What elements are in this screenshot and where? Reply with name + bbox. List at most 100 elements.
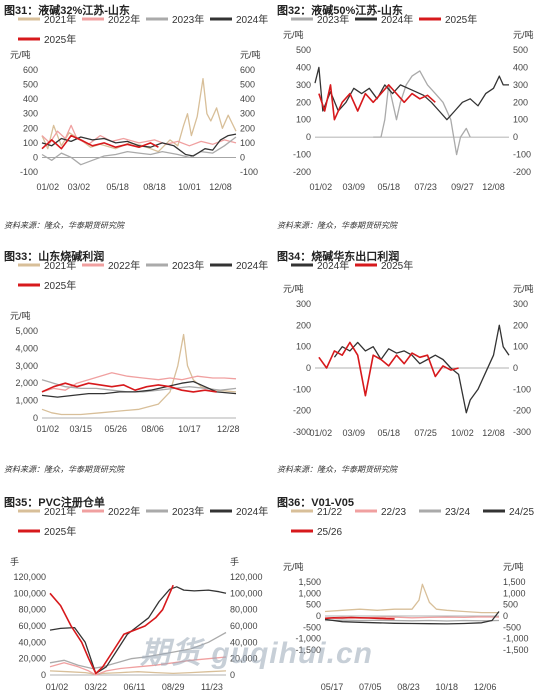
y-tick-label-right: 120,000 (230, 572, 263, 582)
y-tick-label-right: 100 (240, 138, 255, 148)
x-tick-label: 05/26 (104, 424, 127, 434)
y-tick-label: 600 (23, 65, 38, 75)
x-tick-label: 01/02 (310, 428, 333, 438)
y-tick-label: 100 (23, 138, 38, 148)
y-tick-label: 5,000 (15, 326, 38, 336)
series-line (324, 583, 499, 614)
y-tick-label-right: 1,500 (503, 577, 526, 587)
legend-label: 2021年 (44, 505, 76, 518)
y-tick-label-right: 100 (513, 115, 528, 125)
y-tick-label-right: 500 (513, 45, 528, 55)
y-axis-unit-left: 元/吨 (283, 29, 304, 40)
chart-panel-p3: 2021年 2022年 2023年 2024年 2025年 元/吨 0 1,000 2,000 3… (0, 246, 273, 478)
y-tick-label-right: -1,500 (503, 645, 529, 655)
legend-label: 2022年 (108, 13, 140, 26)
y-tick-label: 80,000 (18, 605, 46, 615)
series-line (41, 380, 237, 398)
y-tick-label-right: -100 (240, 167, 258, 177)
chart-title: 图34：烧碱华东出口利润 (277, 251, 400, 263)
x-tick-label: 12/08 (482, 428, 505, 438)
chart-title: 图35：PVC注册仓单 (4, 497, 105, 509)
x-tick-label: 10/17 (178, 424, 201, 434)
y-tick-label-right: 1,000 (503, 588, 526, 598)
legend-label: 2025年 (381, 259, 413, 272)
series-line (324, 611, 500, 625)
legend-label: 2021年 (44, 13, 76, 26)
series-line (41, 382, 217, 393)
chart-panel-p5: 2021年 2022年 2023年 2024年 2025年手 手 0 0 20,000 20,00… (0, 492, 273, 700)
y-tick-label-right: 0 (240, 152, 245, 162)
y-tick-label-right: 60,000 (230, 621, 258, 631)
series-line (41, 133, 237, 157)
series-line (49, 656, 227, 676)
legend-label: 2025年 (44, 279, 76, 292)
y-tick-label: -200 (293, 167, 311, 177)
series-line (49, 584, 174, 675)
y-axis-unit-right: 元/吨 (503, 561, 524, 572)
y-tick-label: 500 (23, 80, 38, 90)
y-tick-label: 0 (33, 152, 38, 162)
x-tick-label: 09/27 (451, 182, 474, 192)
source-note: 资料来源：隆众，华泰期货研究院 (277, 465, 397, 474)
y-tick-label: -500 (303, 622, 321, 632)
y-tick-label: 400 (23, 94, 38, 104)
legend-label: 24/25 (509, 507, 534, 518)
y-tick-label: 300 (296, 299, 311, 309)
y-tick-label-right: 500 (240, 80, 255, 90)
chart-title: 图33：山东烧碱利润 (4, 251, 105, 263)
chart-panel-p4: 2024年 2025年 元/吨 元/吨 -300 -300 -200 -200 -100 -100… (273, 246, 546, 478)
y-tick-label: 500 (306, 600, 321, 610)
series-line (41, 136, 237, 166)
x-tick-label: 12/06 (474, 682, 497, 692)
series-line (49, 586, 227, 675)
x-tick-label: 07/05 (359, 682, 382, 692)
legend-label: 2022年 (108, 505, 140, 518)
x-tick-label: 12/28 (217, 424, 240, 434)
y-tick-label-right: 200 (513, 320, 528, 330)
legend-label: 2021年 (44, 259, 76, 272)
y-tick-label-right: 40,000 (230, 637, 258, 647)
y-axis-unit-right: 元/吨 (240, 49, 261, 60)
y-tick-label: -1,000 (295, 634, 321, 644)
legend-label: 2025年 (445, 13, 477, 26)
y-axis-unit-left: 元/吨 (10, 310, 31, 321)
legend-label: 2024年 (236, 505, 268, 518)
y-tick-label-right: 20,000 (230, 654, 258, 664)
chart-title: 图36：V01-V05 (277, 497, 355, 509)
y-tick-label-right: 300 (240, 109, 255, 119)
y-tick-label-right: -300 (513, 427, 531, 437)
y-axis-unit-left: 元/吨 (283, 561, 304, 572)
series-line (41, 333, 237, 416)
y-tick-label: 20,000 (18, 654, 46, 664)
y-tick-label-right: 300 (513, 80, 528, 90)
x-tick-label: 05/18 (106, 182, 129, 192)
y-tick-label: -1,500 (295, 645, 321, 655)
y-tick-label-right: -100 (513, 150, 531, 160)
x-tick-label: 03/15 (70, 424, 93, 434)
y-tick-label: 100,000 (13, 588, 46, 598)
y-tick-label-right: 600 (240, 65, 255, 75)
source-note: 资料来源：隆众，华泰期货研究院 (4, 221, 124, 230)
y-axis-unit-right: 手 (230, 556, 239, 567)
y-tick-label: 0 (41, 670, 46, 680)
y-tick-label-right: -200 (513, 167, 531, 177)
legend-label: 2023年 (317, 13, 349, 26)
y-tick-label: 2,000 (15, 378, 38, 388)
series-line (41, 134, 159, 150)
legend-label: 2023年 (172, 505, 204, 518)
y-tick-label-right: 300 (513, 299, 528, 309)
y-tick-label: 1,000 (298, 588, 321, 598)
y-tick-label-right: 200 (240, 123, 255, 133)
x-tick-label: 03/22 (84, 682, 107, 692)
y-tick-label: 40,000 (18, 637, 46, 647)
y-tick-label: 4,000 (15, 343, 38, 353)
y-tick-label: 1,500 (298, 577, 321, 587)
legend-label: 2023年 (172, 259, 204, 272)
x-tick-label: 03/09 (343, 182, 366, 192)
y-tick-label: 300 (296, 80, 311, 90)
y-tick-label-right: 100,000 (230, 588, 263, 598)
x-tick-label: 12/08 (482, 182, 505, 192)
